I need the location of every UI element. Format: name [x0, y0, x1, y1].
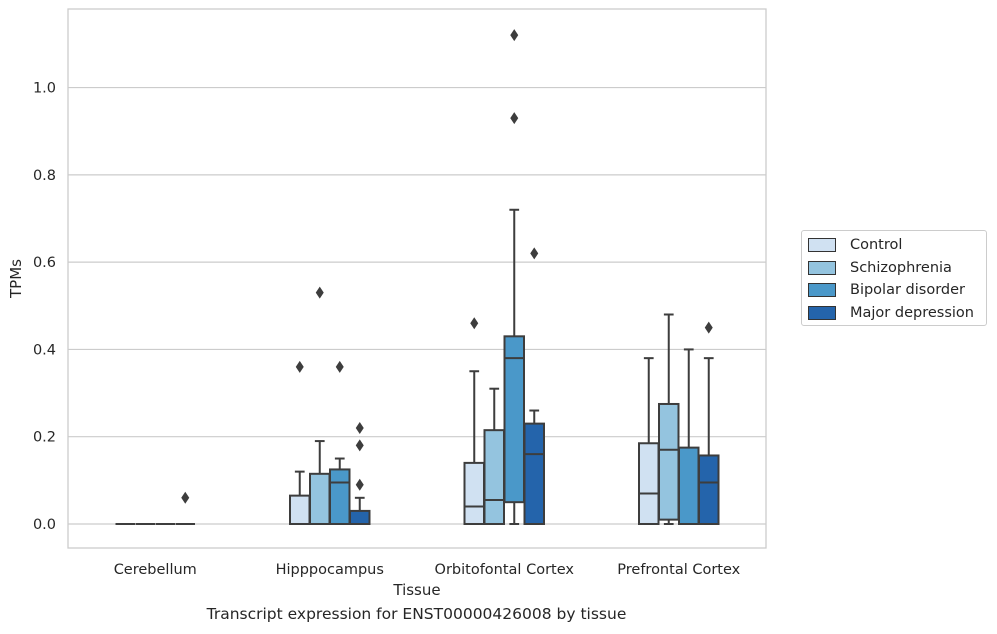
- series-control: [115, 317, 660, 525]
- y-tick-label: 0.0: [33, 517, 56, 533]
- outlier-point: [335, 360, 344, 373]
- box: [309, 472, 331, 525]
- legend-label-control: Control: [850, 237, 903, 253]
- box: [523, 422, 545, 525]
- box: [678, 446, 700, 525]
- outlier-point: [181, 491, 190, 504]
- legend-swatch-schizophrenia: [808, 261, 836, 275]
- x-tick-labels: Cerebellum Hipppocampus Orbitofontal Corte…: [114, 562, 741, 578]
- y-tick-label: 1.0: [33, 81, 56, 97]
- x-tick-label: Cerebellum: [114, 562, 197, 578]
- legend-swatch-major-depression: [808, 306, 836, 320]
- y-tick-label: 0.6: [33, 255, 56, 271]
- x-axis-label: Tissue: [392, 581, 440, 599]
- outlier-point: [704, 321, 713, 334]
- outlier-point: [470, 317, 479, 330]
- legend-label-schizophrenia: Schizophrenia: [850, 260, 952, 276]
- legend-item-schizophrenia: Schizophrenia: [808, 258, 952, 278]
- legend-item-major-depression: Major depression: [808, 303, 974, 323]
- x-tick-label: Hipppocampus: [276, 562, 384, 578]
- legend-item-control: Control: [808, 235, 902, 255]
- chart-caption: Transcript expression for ENST0000042600…: [206, 605, 627, 623]
- outlier-point: [510, 29, 519, 42]
- box: [483, 429, 505, 525]
- box: [329, 468, 351, 525]
- legend-label-bipolar-disorder: Bipolar disorder: [850, 282, 965, 298]
- legend-swatch-control: [808, 238, 836, 252]
- x-tick-label: Orbitofontal Cortex: [435, 562, 575, 578]
- outlier-point: [315, 286, 324, 299]
- plot-area-frame: [67, 8, 767, 549]
- box: [463, 461, 485, 525]
- outlier-point: [355, 478, 364, 491]
- x-tick-label: Prefrontal Cortex: [617, 562, 740, 578]
- outlier-point: [530, 247, 539, 260]
- y-axis-label: TPMs: [7, 259, 25, 299]
- outlier-point: [355, 421, 364, 434]
- y-tick-label: 0.2: [33, 430, 56, 446]
- legend-label-major-depression: Major depression: [850, 305, 974, 321]
- outlier-point: [510, 112, 519, 125]
- legend-item-bipolar-disorder: Bipolar disorder: [808, 280, 965, 300]
- box: [698, 454, 720, 525]
- box: [349, 509, 371, 525]
- box: [503, 335, 525, 504]
- series-major-depression: [175, 247, 720, 525]
- box-series: [115, 29, 720, 525]
- legend: Control Schizophrenia Bipolar disorder M…: [801, 230, 987, 326]
- box: [638, 442, 660, 525]
- outlier-point: [295, 360, 304, 373]
- y-tick-label: 0.4: [33, 342, 56, 358]
- outlier-point: [355, 439, 364, 452]
- series-schizophrenia: [135, 286, 680, 525]
- legend-swatch-bipolar-disorder: [808, 283, 836, 297]
- y-tick-labels: 0.0 0.2 0.4 0.6 0.8 1.0: [33, 81, 56, 533]
- box: [289, 494, 311, 525]
- series-bipolar-disorder: [155, 29, 700, 525]
- box: [658, 402, 680, 521]
- y-tick-label: 0.8: [33, 168, 56, 184]
